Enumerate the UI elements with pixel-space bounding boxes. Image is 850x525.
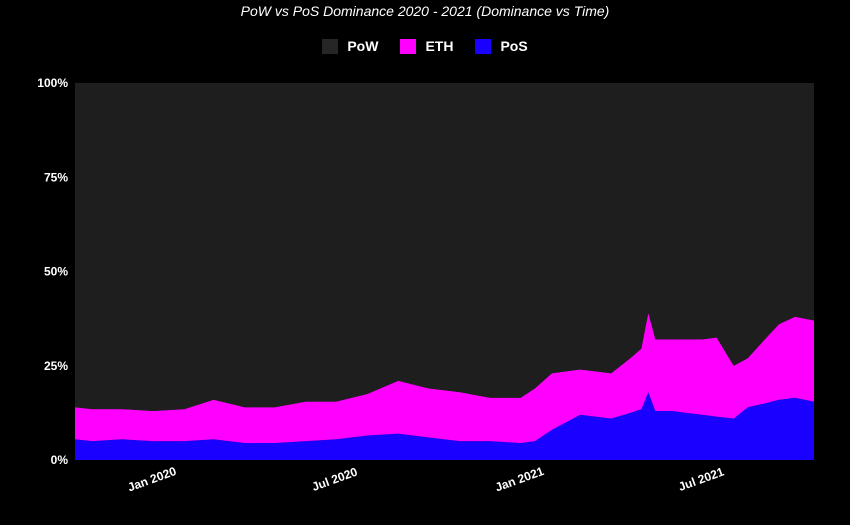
y-tick-label: 0%	[51, 453, 69, 467]
chart-title: PoW vs PoS Dominance 2020 - 2021 (Domina…	[240, 3, 610, 19]
legend-label-pow: PoW	[347, 38, 379, 54]
legend-item-eth[interactable]: ETH	[400, 38, 453, 54]
legend-swatch-pow	[322, 38, 339, 54]
area-layers	[75, 83, 814, 460]
legend: PoW ETH PoS	[0, 38, 850, 54]
area-series-eth	[75, 313, 814, 443]
area-series-pow	[75, 83, 814, 411]
legend-item-pos[interactable]: PoS	[475, 38, 528, 54]
y-tick-label: 75%	[44, 170, 68, 184]
y-tick-label: 100%	[37, 76, 68, 90]
x-tick-label: Jul 2021	[677, 464, 727, 493]
x-tick-label: Jan 2020	[126, 464, 179, 495]
y-axis: 0% 25% 50% 75% 100%	[37, 76, 68, 467]
legend-swatch-eth	[400, 38, 417, 54]
x-tick-label: Jan 2021	[493, 464, 546, 495]
legend-label-pos: PoS	[500, 38, 528, 54]
legend-label-eth: ETH	[425, 38, 454, 54]
y-tick-label: 50%	[44, 265, 68, 279]
legend-swatch-pos	[475, 38, 492, 54]
legend-item-pow[interactable]: PoW	[322, 38, 378, 54]
y-tick-label: 25%	[44, 359, 68, 373]
x-tick-label: Jul 2020	[310, 464, 360, 493]
x-axis: Jan 2020 Jul 2020 Jan 2021 Jul 2021	[126, 464, 726, 495]
area-series-pos	[75, 392, 814, 460]
